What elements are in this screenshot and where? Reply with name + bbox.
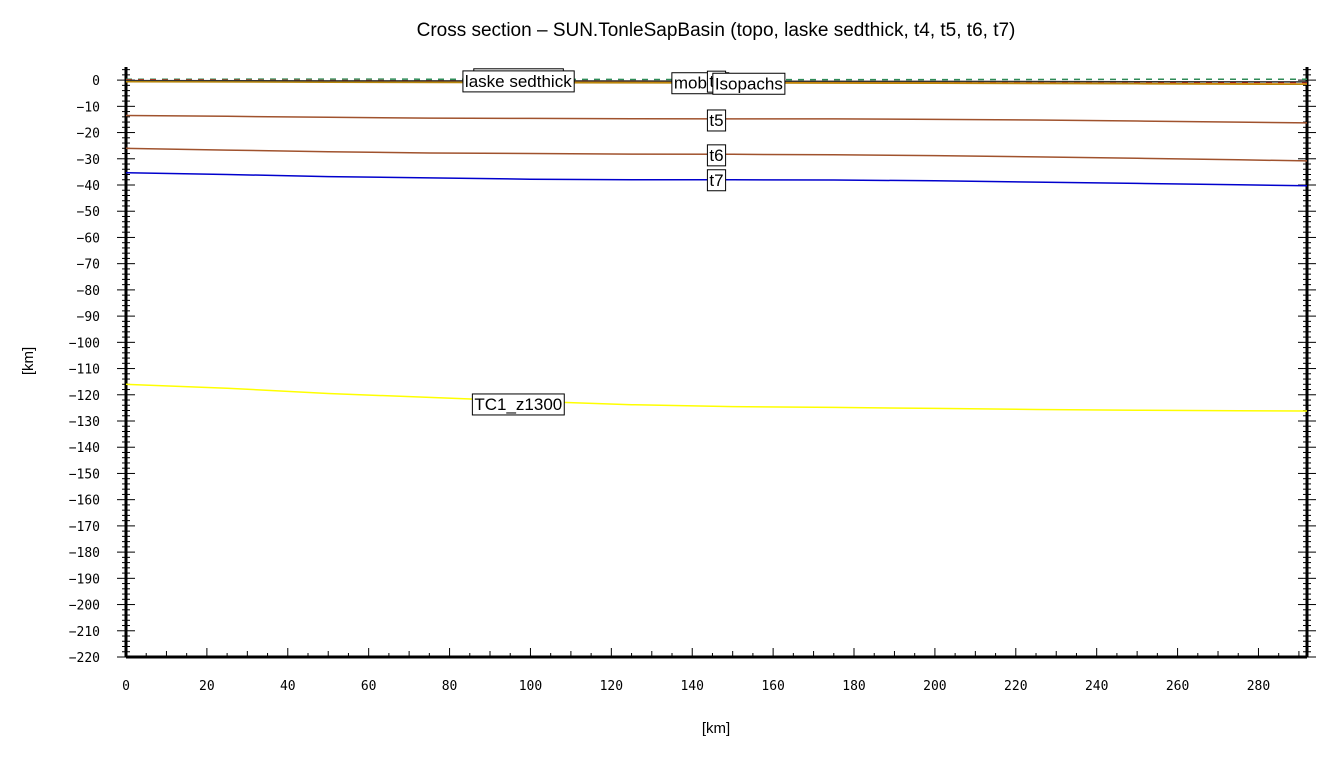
- series-label-box: [706, 144, 727, 167]
- x-tick-label: 0: [122, 679, 130, 694]
- y-tick-label: −190: [69, 572, 100, 587]
- series-label-box: [706, 109, 727, 132]
- x-tick-label: 240: [1085, 679, 1108, 694]
- series-line-t7: [125, 171, 1308, 187]
- x-tick-label: 180: [842, 679, 865, 694]
- y-tick-label: −70: [77, 258, 100, 273]
- series-label-t5: t5: [706, 109, 727, 132]
- series-label-text: TC1_z1300: [474, 395, 562, 414]
- y-tick-label: −130: [69, 415, 100, 430]
- y-tick-label: −20: [77, 127, 100, 142]
- series-label-text: laske sedthick: [465, 72, 572, 91]
- x-tick-label: 120: [600, 679, 623, 694]
- y-tick-label: −180: [69, 546, 100, 561]
- x-tick-label: 100: [519, 679, 542, 694]
- series-label-box: [706, 169, 727, 192]
- y-tick-label: −90: [77, 310, 100, 325]
- y-tick-label: −140: [69, 441, 100, 456]
- x-tick-label: 260: [1166, 679, 1189, 694]
- y-tick-label: −160: [69, 494, 100, 509]
- y-axis-label: [km]: [20, 347, 37, 375]
- series-label-text: Isopachs: [715, 74, 783, 93]
- y-tick-label: −170: [69, 520, 100, 535]
- series-label-t6: t6: [706, 144, 727, 167]
- y-tick-label: −80: [77, 284, 100, 299]
- y-tick-label: 0: [92, 74, 100, 89]
- y-tick-label: −30: [77, 153, 100, 168]
- x-tick-label: 60: [361, 679, 377, 694]
- y-tick-label: −200: [69, 599, 100, 614]
- y-tick-label: −220: [69, 651, 100, 666]
- x-tick-label: 280: [1247, 679, 1270, 694]
- y-tick-label: −50: [77, 205, 100, 220]
- series-line-t6: [125, 147, 1308, 162]
- series-label-box: [712, 72, 786, 95]
- y-tick-label: −60: [77, 231, 100, 246]
- x-tick-label: 140: [680, 679, 703, 694]
- x-tick-label: 80: [442, 679, 458, 694]
- y-tick-label: −10: [77, 100, 100, 115]
- x-tick-label: 20: [199, 679, 215, 694]
- series-labels: topographylaske sedthickmobilist4Isopach…: [462, 68, 786, 416]
- y-tick-label: −210: [69, 625, 100, 640]
- plot-area: [124, 67, 1309, 659]
- x-tick-label: 200: [923, 679, 946, 694]
- series-line-t5: [125, 114, 1308, 124]
- series-line-topography: [125, 78, 1307, 81]
- x-tick-label: 40: [280, 679, 296, 694]
- x-tick-label: 220: [1004, 679, 1027, 694]
- y-tick-label: −40: [77, 179, 100, 194]
- y-tick-label: −110: [69, 363, 100, 378]
- x-tick-label: 160: [761, 679, 784, 694]
- x-axis: 0 20 40 60 80 100 120 140 160 180 200 220 240 260 280: [122, 648, 1300, 694]
- chart-title: Cross section – SUN.TonleSapBasin (topo,…: [417, 20, 1016, 41]
- series-label-text: t7: [709, 171, 723, 190]
- series-label-t7: t7: [706, 169, 727, 192]
- y-tick-label: −120: [69, 389, 100, 404]
- y-tick-label: −150: [69, 467, 100, 482]
- series-label-laske-sedthick: laske sedthick: [462, 70, 575, 93]
- series-label-box: [471, 393, 565, 416]
- series-line-tc1-z1300: [125, 383, 1308, 412]
- series-label-text: t5: [709, 111, 723, 130]
- y-tick-label: −100: [69, 336, 100, 351]
- series-label-box: [462, 70, 575, 93]
- series-label-tc1-z1300: TC1_z1300: [471, 393, 565, 416]
- series-label-isopachs: Isopachs: [712, 72, 786, 95]
- x-axis-label: [km]: [702, 720, 730, 737]
- y-axis: 0 −10 −20 −30 −40 −50 −60 −70 −80 −90 −100 −110 −120…: [69, 69, 1316, 666]
- series-label-text: t6: [709, 146, 723, 165]
